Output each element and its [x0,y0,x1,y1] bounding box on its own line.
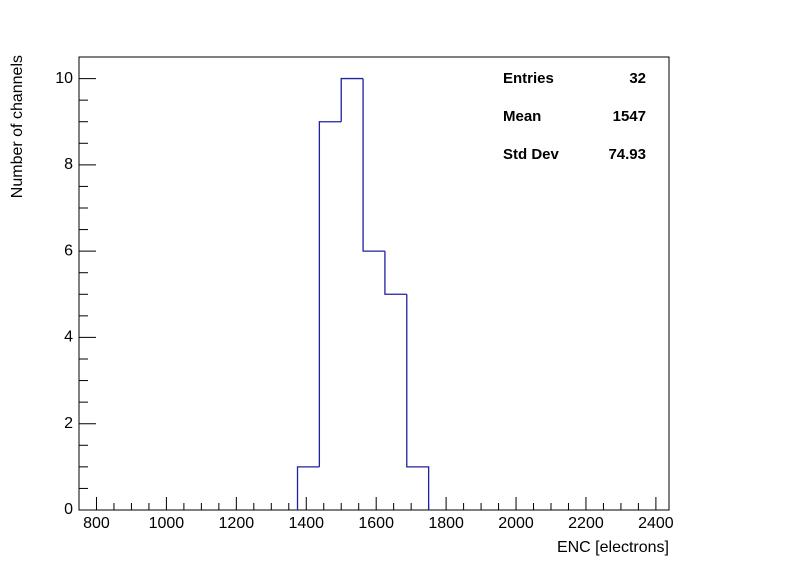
x-tick-label: 800 [83,515,110,532]
y-tick-label: 6 [64,242,73,259]
histogram-bin [362,78,385,252]
stat-label: Std Dev [503,146,560,163]
x-tick-label: 1000 [149,515,185,532]
x-tick-label: 2000 [498,515,534,532]
histogram-bin [340,77,364,122]
plot-frame [78,56,670,511]
histogram-bin [384,251,407,295]
stat-value: 1547 [613,108,646,125]
y-tick-label: 10 [55,70,73,87]
stat-label: Mean [503,108,541,125]
y-tick-label: 2 [64,415,73,432]
y-tick-label: 0 [64,501,73,518]
y-tick-label: 4 [64,329,73,346]
x-axis-label: ENC [electrons] [557,539,669,556]
x-tick-label: 2200 [568,515,604,532]
x-tick-label: 2400 [638,515,674,532]
x-tick-label: 1600 [358,515,394,532]
x-tick-label: 1400 [288,515,324,532]
histogram-bin [296,466,320,510]
stat-value: 32 [629,70,646,87]
histogram-bin [318,121,342,467]
stat-value: 74.93 [608,146,646,163]
x-tick-label: 1200 [219,515,255,532]
histogram-bin [406,294,430,510]
y-axis-label: Number of channels [9,55,26,198]
stat-label: Entries [503,70,554,87]
y-tick-label: 8 [64,156,73,173]
x-tick-label: 1800 [428,515,464,532]
